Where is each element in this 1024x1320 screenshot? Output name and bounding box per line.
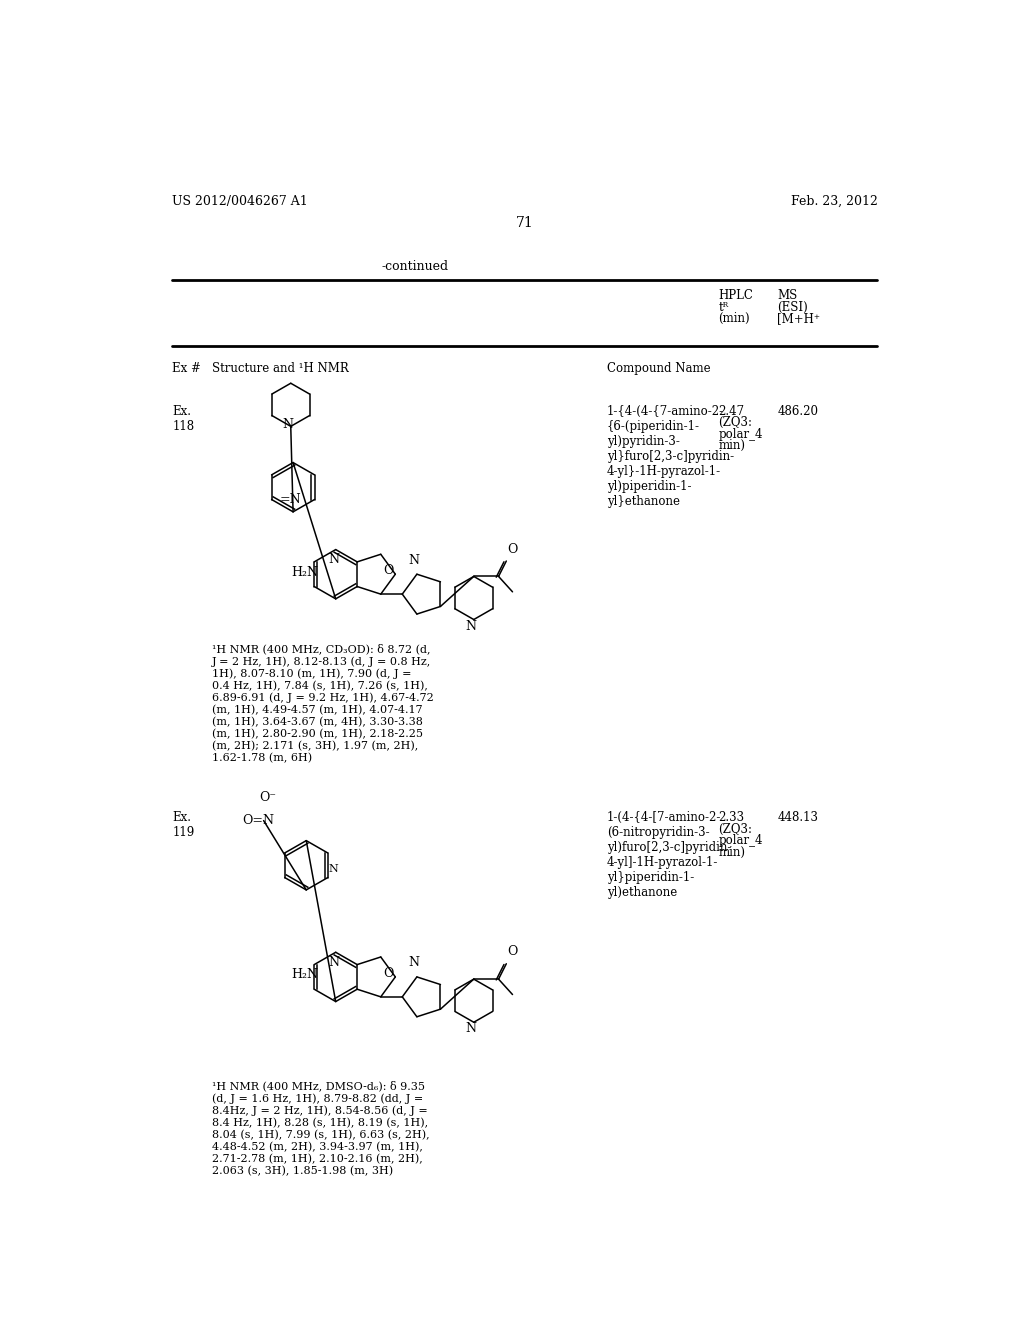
Text: 2.33: 2.33 bbox=[719, 812, 744, 825]
Text: H₂N: H₂N bbox=[291, 969, 318, 982]
Text: N: N bbox=[328, 553, 339, 566]
Text: MS: MS bbox=[777, 289, 798, 302]
Text: 2.47: 2.47 bbox=[719, 405, 744, 418]
Text: (min): (min) bbox=[719, 313, 751, 326]
Text: Compound Name: Compound Name bbox=[607, 363, 711, 375]
Text: H₂N: H₂N bbox=[291, 566, 318, 578]
Text: ¹H NMR (400 MHz, CD₃OD): δ 8.72 (d,
J = 2 Hz, 1H), 8.12-8.13 (d, J = 0.8 Hz,
1H): ¹H NMR (400 MHz, CD₃OD): δ 8.72 (d, J = … bbox=[212, 644, 433, 763]
Text: O: O bbox=[383, 966, 393, 979]
Text: polar_4: polar_4 bbox=[719, 428, 763, 441]
Text: O: O bbox=[383, 564, 393, 577]
Text: N: N bbox=[329, 863, 338, 874]
Text: O: O bbox=[507, 945, 517, 958]
Text: N: N bbox=[409, 553, 419, 566]
Text: tᴿ: tᴿ bbox=[719, 301, 729, 314]
Text: 1-(4-{4-[7-amino-2-
(6-nitropyridin-3-
yl)furo[2,3-c]pyridin-
4-yl]-1H-pyrazol-1: 1-(4-{4-[7-amino-2- (6-nitropyridin-3- y… bbox=[607, 812, 731, 899]
Text: HPLC: HPLC bbox=[719, 289, 754, 302]
Text: (ESI): (ESI) bbox=[777, 301, 808, 314]
Text: (ZQ3:: (ZQ3: bbox=[719, 822, 753, 836]
Text: N: N bbox=[328, 956, 339, 969]
Text: O⁻: O⁻ bbox=[259, 791, 276, 804]
Text: Ex #: Ex # bbox=[172, 363, 201, 375]
Text: 486.20: 486.20 bbox=[777, 405, 818, 418]
Text: (ZQ3:: (ZQ3: bbox=[719, 416, 753, 429]
Text: 448.13: 448.13 bbox=[777, 812, 818, 825]
Text: US 2012/0046267 A1: US 2012/0046267 A1 bbox=[172, 194, 308, 207]
Text: 1-{4-(4-{7-amino-2-
{6-(piperidin-1-
yl)pyridin-3-
yl}furo[2,3-c]pyridin-
4-yl}-: 1-{4-(4-{7-amino-2- {6-(piperidin-1- yl)… bbox=[607, 405, 734, 508]
Text: Ex.
119: Ex. 119 bbox=[172, 812, 195, 840]
Text: Feb. 23, 2012: Feb. 23, 2012 bbox=[791, 194, 878, 207]
Text: ¹H NMR (400 MHz, DMSO-d₆): δ 9.35
(d, J = 1.6 Hz, 1H), 8.79-8.82 (dd, J =
8.4Hz,: ¹H NMR (400 MHz, DMSO-d₆): δ 9.35 (d, J … bbox=[212, 1081, 429, 1176]
Text: polar_4: polar_4 bbox=[719, 834, 763, 847]
Text: -continued: -continued bbox=[381, 260, 449, 273]
Text: 71: 71 bbox=[516, 216, 534, 230]
Text: min): min) bbox=[719, 846, 745, 859]
Text: =N: =N bbox=[280, 492, 301, 506]
Text: O: O bbox=[507, 543, 517, 556]
Text: Structure and ¹H NMR: Structure and ¹H NMR bbox=[212, 363, 348, 375]
Text: [M+H⁺: [M+H⁺ bbox=[777, 313, 820, 326]
Text: N: N bbox=[465, 619, 476, 632]
Text: N: N bbox=[409, 956, 419, 969]
Text: N: N bbox=[465, 1022, 476, 1035]
Text: N: N bbox=[283, 418, 293, 432]
Text: O=N: O=N bbox=[242, 814, 274, 828]
Text: min): min) bbox=[719, 440, 745, 453]
Text: Ex.
118: Ex. 118 bbox=[172, 405, 195, 433]
